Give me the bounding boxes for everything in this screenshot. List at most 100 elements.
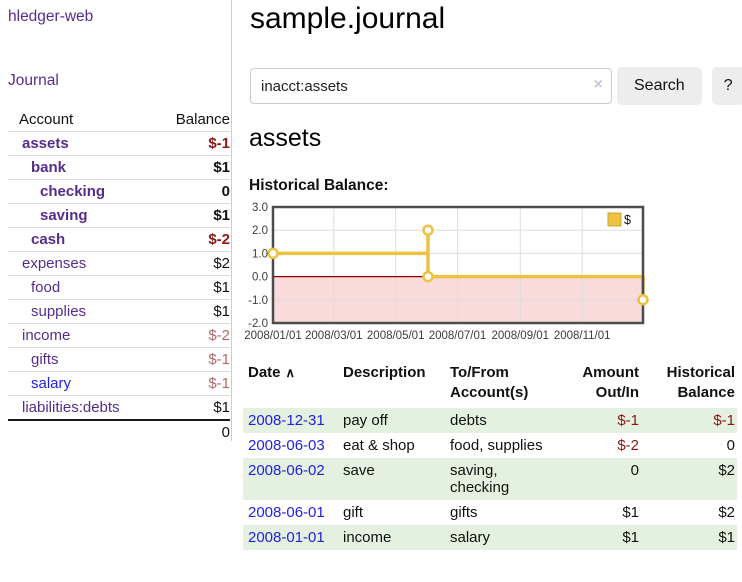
search-field-wrap: × [250, 68, 612, 104]
chart-markers [267, 224, 649, 306]
transaction-date-link[interactable]: 2008-01-01 [248, 529, 325, 546]
transaction-description: eat & shop [343, 437, 415, 454]
transaction-balance: $1 [641, 525, 737, 550]
account-link-salary[interactable]: salary [31, 375, 72, 392]
account-link-food[interactable]: food [31, 279, 61, 296]
register-col-description: Description [343, 364, 426, 381]
account-link-expenses[interactable]: expenses [22, 255, 87, 272]
account-balance: $1 [157, 299, 230, 324]
x-tick: 2008/01/01 [244, 330, 302, 342]
chart-marker [422, 224, 434, 236]
x-tick: 2008/07/01 [429, 330, 487, 342]
register-row: 2008-06-03 eat & shop food, supplies $-2… [243, 433, 737, 458]
account-row-food: food $1 [8, 275, 230, 300]
search-input[interactable] [250, 68, 612, 104]
accounts-total-value: 0 [157, 419, 230, 444]
register-col-amount: Amount Out/In [582, 364, 639, 401]
accounts-col-account: Account [19, 111, 74, 128]
accounts-table: Account Balance assets $-1 bank $1 check… [8, 108, 230, 444]
transaction-accounts: salary [450, 525, 559, 550]
transaction-date-link[interactable]: 2008-06-02 [248, 462, 325, 479]
y-tick: 0.0 [252, 272, 268, 284]
register-col-date[interactable]: Date ∧ [243, 360, 343, 408]
register-row: 2008-12-31 pay off debts $-1 $-1 [243, 408, 737, 433]
main-content: sample.journal × Search ? assets Histori… [243, 0, 742, 582]
account-link-cash[interactable]: cash [31, 231, 66, 248]
account-balance: $2 [157, 251, 230, 276]
x-tick: 2008/03/01 [305, 330, 363, 342]
y-axis-labels: 3.0 2.0 1.0 0.0 -1.0 -2.0 [248, 202, 268, 330]
transaction-amount: $1 [559, 525, 641, 550]
account-balance: $-1 [157, 371, 230, 396]
x-axis-labels: 2008/01/01 2008/03/01 2008/05/01 2008/07… [244, 330, 610, 342]
x-tick: 2008/05/01 [367, 330, 425, 342]
transaction-amount: $1 [622, 504, 639, 521]
account-link-saving[interactable]: saving [40, 207, 88, 224]
account-row-assets: assets $-1 [8, 131, 230, 156]
app-brand-link[interactable]: hledger-web [8, 8, 94, 25]
transaction-balance: 0 [726, 437, 735, 454]
search-button[interactable]: Search [617, 67, 702, 105]
account-balance: $-2 [157, 323, 230, 348]
transaction-amount: $-1 [559, 408, 641, 433]
transaction-description: pay off [343, 408, 450, 433]
accounts-total-row: 0 [8, 419, 230, 444]
sidebar-item-journal[interactable]: Journal [8, 72, 59, 89]
transaction-amount: 0 [559, 458, 641, 500]
account-row-expenses: expenses $2 [8, 251, 230, 276]
historical-balance-chart[interactable]: $ 3.0 2.0 1.0 0.0 -1.0 -2.0 2008/01/01 2… [240, 198, 742, 348]
sidebar-divider [231, 0, 232, 441]
legend-swatch [607, 212, 622, 227]
y-tick: 1.0 [252, 248, 268, 260]
chart-marker [267, 247, 279, 260]
register-col-balance: Historical Balance [666, 364, 735, 401]
legend-label: $ [624, 213, 631, 227]
account-link-income[interactable]: income [22, 327, 71, 344]
plot-border [271, 205, 645, 325]
account-link-gifts[interactable]: gifts [31, 351, 59, 368]
chart-legend: $ [607, 212, 631, 227]
account-balance: $1 [157, 275, 230, 300]
account-balance: $1 [157, 203, 230, 228]
register-header-row: Date ∧ Description To/From Account(s) Amo… [243, 360, 737, 408]
chart-title: Historical Balance: [249, 177, 389, 194]
transaction-balance: $2 [641, 458, 737, 500]
account-balance: $-1 [157, 347, 230, 372]
transaction-date-link[interactable]: 2008-12-31 [248, 412, 325, 429]
sidebar: hledger-web Journal Account Balance asse… [8, 8, 230, 444]
transaction-date-link[interactable]: 2008-06-03 [248, 437, 325, 454]
register-row: 2008-06-01 gift gifts $1 $2 [243, 500, 737, 525]
x-tick: 2008/09/01 [492, 330, 550, 342]
chart-marker [422, 270, 434, 283]
accounts-header-row: Account Balance [8, 108, 230, 132]
account-link-assets[interactable]: assets [22, 135, 69, 152]
transaction-date-link[interactable]: 2008-06-01 [248, 504, 325, 521]
transaction-balance: $-1 [641, 408, 737, 433]
accounts-col-balance: Balance [175, 111, 230, 128]
account-link-checking[interactable]: checking [40, 183, 106, 200]
account-row-salary: salary $-1 [8, 371, 230, 396]
transaction-accounts: gifts [450, 504, 478, 521]
transaction-accounts: food, supplies [450, 437, 543, 454]
transaction-accounts: saving, checking [450, 458, 559, 500]
account-row-bank: bank $1 [8, 155, 230, 180]
transaction-balance: $2 [718, 504, 735, 521]
account-row-supplies: supplies $1 [8, 299, 230, 324]
account-link-liabilities-debts[interactable]: liabilities:debts [22, 399, 120, 416]
account-row-cash: cash $-2 [8, 227, 230, 252]
transaction-description: save [343, 458, 450, 500]
page-title: sample.journal [250, 2, 446, 35]
account-row-gifts: gifts $-1 [8, 347, 230, 372]
account-link-supplies[interactable]: supplies [31, 303, 87, 320]
account-balance: 0 [157, 179, 230, 204]
account-balance: $1 [157, 155, 230, 180]
register-table: Date ∧ Description To/From Account(s) Amo… [243, 360, 737, 550]
clear-search-icon[interactable]: × [593, 76, 603, 93]
account-link-bank[interactable]: bank [31, 159, 67, 176]
account-row-income: income $-2 [8, 323, 230, 348]
help-button[interactable]: ? [711, 67, 742, 105]
transaction-accounts: debts [450, 408, 559, 433]
x-tick: 2008/11/01 [554, 330, 611, 342]
register-row: 2008-01-01 income salary $1 $1 [243, 525, 737, 550]
y-tick: 3.0 [252, 202, 268, 214]
